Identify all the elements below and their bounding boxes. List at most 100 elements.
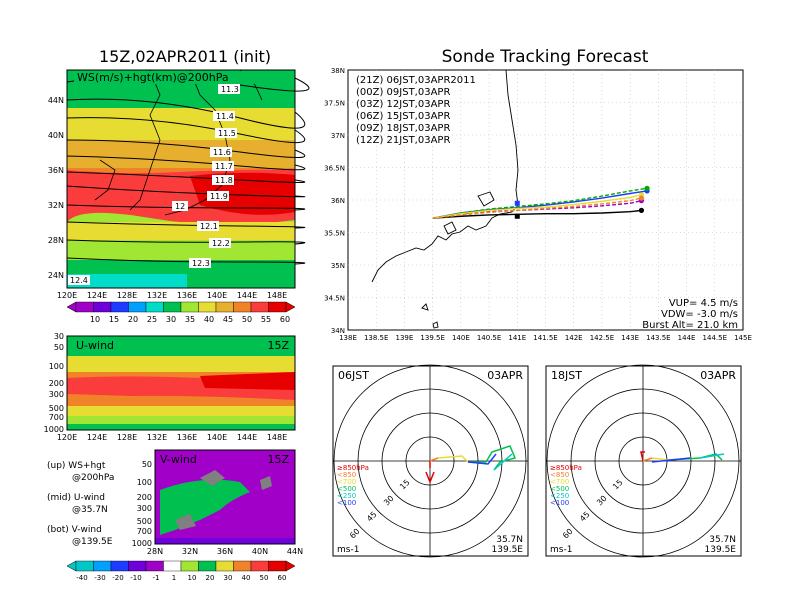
wind-colorbar-swatch [215,560,234,572]
track-line-3 [432,187,648,219]
ws-colorbar-swatch [75,301,94,313]
svg-text:<250: <250 [337,492,356,500]
hodo-left-date: 03APR [487,369,523,382]
track-y-tick: 36.5N [324,165,345,173]
svg-text:50: 50 [242,315,252,324]
ws-colorbar-swatch [128,301,147,313]
vwind-time: 15Z [267,453,289,466]
svg-text:35.7N: 35.7N [709,535,736,545]
wind-colorbar-swatch [180,560,199,572]
track-marker [514,213,520,219]
svg-text:@200hPa: @200hPa [72,473,114,483]
track-endpoint-5 [638,195,645,201]
svg-text:<500: <500 [337,485,356,493]
ws-colorbar-swatch [180,301,199,313]
svg-text:10: 10 [90,315,100,324]
track-legend-5: (12Z) 21JST,03APR [356,135,450,146]
track-lines [432,185,650,219]
svg-text:35: 35 [185,315,195,324]
track-endpoint-0 [638,207,645,213]
svg-text:@35.7N: @35.7N [72,505,108,515]
ws-colorbar-swatch [145,301,164,313]
svg-text:120E: 120E [57,433,77,442]
ws-colorbar-swatch [163,301,182,313]
svg-text:(bot) V-wind: (bot) V-wind [47,525,102,535]
hodo-right-legend: ≥850hPa <850 <700 <500 <250 <100 [550,464,582,507]
svg-text:132E: 132E [147,291,167,300]
svg-text:144E: 144E [237,433,257,442]
svg-text:40N: 40N [48,131,64,140]
track-x-tick: 143.5E [646,334,670,342]
svg-text:-1: -1 [153,574,160,582]
svg-text:136E: 136E [177,291,197,300]
svg-text:128E: 128E [117,433,137,442]
svg-text:12.1: 12.1 [200,222,218,231]
svg-text:40N: 40N [252,547,268,556]
svg-text:44N: 44N [287,547,303,556]
svg-text:<850: <850 [337,471,356,479]
svg-text:35.7N: 35.7N [496,535,523,545]
svg-text:VUP= 4.5 m/s: VUP= 4.5 m/s [669,298,738,309]
track-line-4 [432,194,642,219]
track-info: VUP= 4.5 m/s VDW= -3.0 m/s Burst Alt= 21… [642,298,738,331]
track-y-tick: 37N [331,132,345,140]
track-x-tick: 141.5E [533,334,557,342]
ws-colorbar-swatch [198,301,217,313]
vwind-label: V-wind [160,453,197,466]
track-y-tick: 35.5N [324,230,345,238]
svg-text:40: 40 [242,574,251,582]
svg-text:32N: 32N [182,547,198,556]
ws-colorbar-swatch [268,301,287,313]
svg-text:132E: 132E [147,433,167,442]
svg-text:124E: 124E [87,433,107,442]
svg-text:30: 30 [224,574,233,582]
svg-text:50: 50 [260,574,269,582]
svg-text:50: 50 [54,343,64,352]
svg-text:30: 30 [166,315,176,324]
wind-colorbar-swatch [128,560,147,572]
svg-text:30: 30 [54,332,64,341]
track-marker [514,200,520,206]
track-x-tick: 144.5E [703,334,727,342]
svg-text:11.9: 11.9 [210,192,228,201]
svg-text:148E: 148E [267,291,287,300]
ws-colorbar-swatch [250,301,269,313]
uwind-time: 15Z [267,339,289,352]
track-endpoint-3 [644,185,650,191]
left-title: 15Z,02APR2011 (init) [99,47,271,66]
svg-text:60: 60 [278,574,287,582]
track-x-tick: 144E [678,334,696,342]
wind-colorbar: -40 -30 -20 -10 -1 1 10 20 30 40 50 60 [66,560,296,582]
svg-text:50: 50 [142,460,152,469]
wind-colorbar-swatch [163,560,182,572]
track-y-tick: 38N [331,67,345,75]
ws-colorbar-swatch [93,301,112,313]
svg-text:55: 55 [261,315,271,324]
svg-text:140E: 140E [207,433,227,442]
svg-text:≥850hPa: ≥850hPa [337,464,369,472]
hodograph-left: 06JST 03APR 15 30 45 60 ≥850hPa <850 <70… [332,364,529,558]
svg-text:28N: 28N [147,547,163,556]
track-y-tick: 34.5N [324,295,345,303]
wind-colorbar-swatch [233,560,252,572]
svg-text:300: 300 [137,504,152,513]
hodo-right-date: 03APR [700,369,736,382]
svg-text:60: 60 [280,315,290,324]
svg-text:≥850hPa: ≥850hPa [550,464,582,472]
wind-colorbar-swatch [145,560,164,572]
svg-text:@139.5E: @139.5E [72,537,113,547]
wind-colorbar-swatch [198,560,217,572]
track-y-tick: 37.5N [324,100,345,108]
svg-text:-10: -10 [130,574,141,582]
svg-text:1000: 1000 [44,425,64,434]
ws-map-label: WS(m/s)+hgt(km)@200hPa [77,71,229,84]
svg-text:<100: <100 [337,499,356,507]
svg-text:20: 20 [206,574,215,582]
ws-colorbar-swatch [110,301,129,313]
track-legend-2: (03Z) 12JST,03APR [356,99,450,110]
svg-text:<700: <700 [550,478,569,486]
right-title: Sonde Tracking Forecast [442,47,649,67]
svg-text:24N: 24N [48,271,64,280]
track-x-tick: 145E [734,334,752,342]
